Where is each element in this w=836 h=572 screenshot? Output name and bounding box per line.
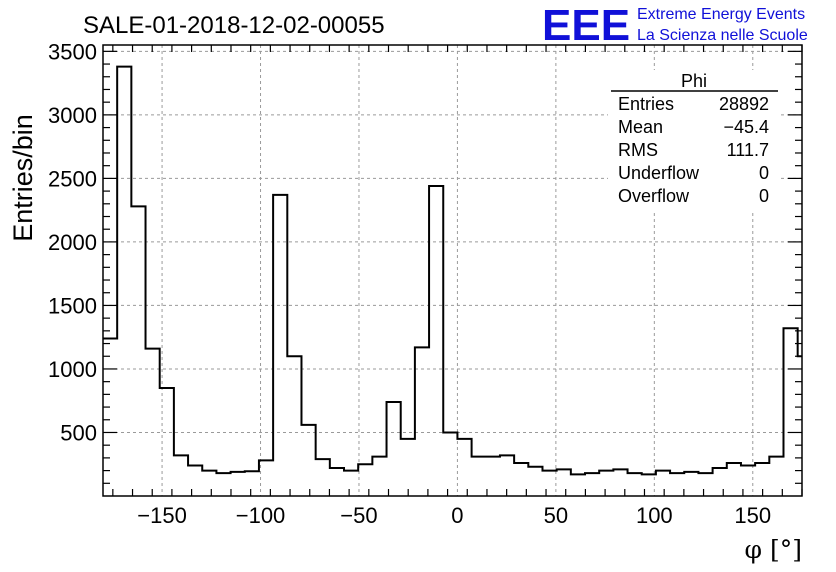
stats-row-value: 28892	[719, 94, 769, 114]
eee-logo: EEE	[542, 1, 630, 50]
stats-rows: Entries 28892 Mean −45.4 RMS 111.7 Underflow 0 O…	[618, 94, 769, 206]
x-tick-label: 150	[734, 503, 771, 528]
stats-box-name: Phi	[681, 71, 707, 91]
stats-row-label: Entries	[618, 94, 674, 114]
x-axis-title: φ [°]	[745, 535, 802, 564]
x-tick-label: 50	[544, 503, 568, 528]
stats-row-label: Mean	[618, 117, 663, 137]
x-tick-label: −50	[340, 503, 377, 528]
brand-line-2: La Scienza nelle Scuole	[637, 27, 808, 44]
plot-frame	[102, 44, 803, 497]
stats-row-label: Overflow	[618, 186, 690, 206]
stats-box: Phi Entries 28892 Mean −45.4 RMS 111.7 Underfl…	[608, 70, 780, 210]
y-tick-label: 1500	[48, 293, 97, 318]
stats-row-label: RMS	[618, 140, 658, 160]
y-tick-label: 3500	[48, 39, 97, 64]
stats-row-value: 111.7	[727, 140, 769, 160]
stats-box-background	[608, 70, 780, 210]
y-tick-label: 2000	[48, 230, 97, 255]
stats-row-value: 0	[759, 163, 769, 183]
chart-title: SALE-01-2018-12-02-00055	[83, 12, 385, 39]
x-tick-label: 100	[636, 503, 673, 528]
brand-line-1: Extreme Energy Events	[637, 6, 805, 23]
y-tick-label: 1000	[48, 357, 97, 382]
eee-branding: EEE Extreme Energy Events La Scienza nel…	[542, 1, 808, 50]
stats-row-value: 0	[759, 186, 769, 206]
histogram-series	[103, 65, 802, 476]
y-tick-label: 500	[60, 420, 97, 445]
x-tick-label: 0	[451, 503, 463, 528]
y-tick-label: 3000	[48, 103, 97, 128]
axis-ticks	[103, 45, 803, 496]
stats-row-value: −45.4	[723, 117, 769, 137]
y-tick-labels: 500 1000 1500 2000 2500 3000 3500	[48, 39, 97, 445]
x-tick-label: −100	[236, 503, 286, 528]
stats-row-label: Underflow	[618, 163, 700, 183]
y-tick-label: 2500	[48, 166, 97, 191]
y-axis-title: Entries/bin	[8, 114, 38, 242]
x-tick-labels: −150 −100 −50 0 50 100 150	[137, 503, 771, 528]
x-tick-label: −150	[137, 503, 187, 528]
grid-lines	[103, 45, 802, 496]
